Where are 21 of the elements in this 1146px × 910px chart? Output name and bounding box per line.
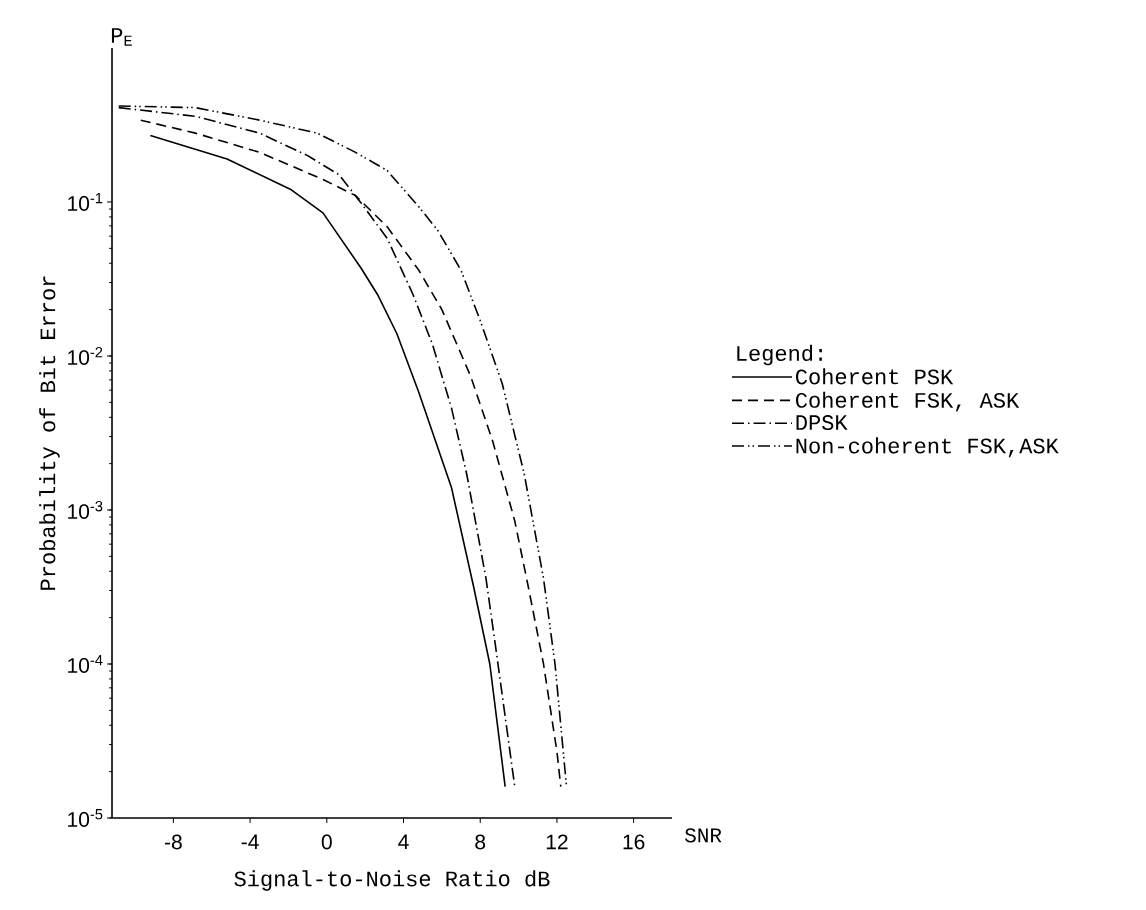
y-tick-label: 10$^{-3}$ <box>68 501 103 519</box>
text: P$_{E}$ <box>111 28 132 46</box>
x-tick-label: 16 <box>623 834 645 850</box>
legend-label: Coherent FSK, ASK <box>796 391 1020 412</box>
y-tick-label: 10$^{-5}$ <box>68 809 103 827</box>
y-axis-title: Probability of Bit Error <box>39 276 60 590</box>
x-tick-label: 12 <box>546 834 568 850</box>
legend-label: Coherent PSK <box>796 368 954 385</box>
x-tick-label: 4 <box>398 834 409 849</box>
x-tick-label: -8 <box>164 834 182 850</box>
y-tick-label: 10$^{-2}$ <box>68 347 103 365</box>
legend-label: DPSK <box>796 415 848 431</box>
x-axis-title: Signal-to-Noise Ratio dB <box>234 870 550 891</box>
text: SNR <box>685 828 722 843</box>
x-tick-label: -4 <box>241 834 259 849</box>
x-tick-label: 0 <box>321 834 332 850</box>
legend-label: Non-coherent FSK,ASK <box>796 437 1059 458</box>
y-tick-label: 10$^{-4}$ <box>68 655 103 673</box>
legend-title: Legend: <box>737 344 822 366</box>
x-tick-label: 8 <box>475 834 486 850</box>
y-tick-label: 10$^{-1}$ <box>68 193 103 211</box>
